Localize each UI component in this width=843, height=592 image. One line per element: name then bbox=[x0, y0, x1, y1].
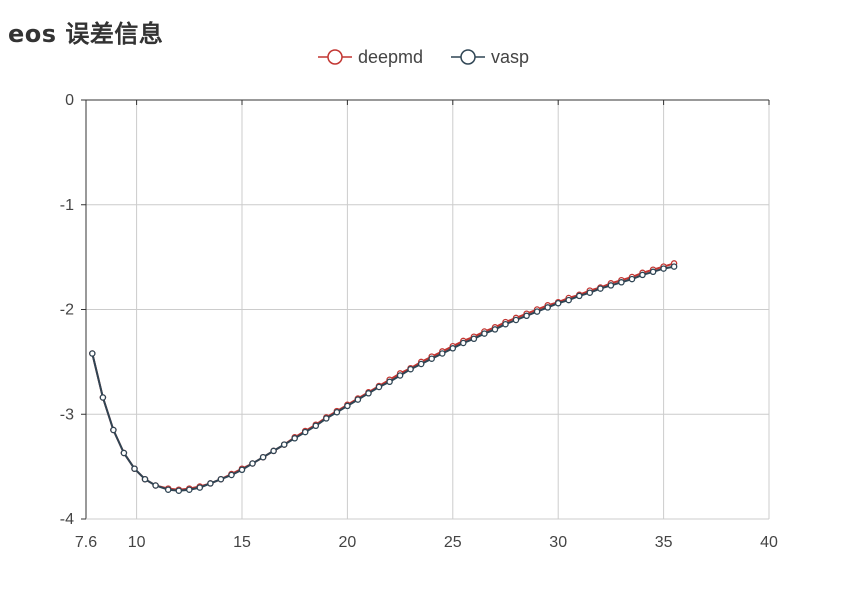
deepmd-legend-marker-icon bbox=[318, 49, 352, 65]
data-point bbox=[512, 316, 520, 324]
data-point bbox=[586, 289, 594, 296]
data-point bbox=[502, 320, 509, 328]
data-point bbox=[333, 408, 341, 416]
y-tick-label: -4 bbox=[60, 511, 74, 528]
data-point bbox=[439, 350, 446, 357]
legend: deepmd vasp bbox=[0, 44, 843, 70]
data-point bbox=[259, 453, 267, 461]
data-point bbox=[565, 296, 572, 304]
data-point bbox=[323, 415, 330, 422]
data-point bbox=[365, 390, 372, 397]
data-point bbox=[175, 487, 183, 494]
vasp-legend-marker-icon bbox=[451, 49, 485, 65]
data-point bbox=[449, 345, 457, 352]
data-point bbox=[280, 441, 288, 448]
data-point bbox=[660, 265, 667, 272]
data-point bbox=[544, 304, 551, 311]
data-point bbox=[249, 460, 256, 467]
x-tick-label: 15 bbox=[233, 534, 251, 551]
data-point bbox=[523, 312, 530, 320]
data-point bbox=[481, 330, 488, 337]
x-tick-label: 7.6 bbox=[75, 534, 97, 551]
data-point bbox=[228, 471, 235, 479]
data-point bbox=[407, 365, 414, 373]
data-point bbox=[291, 435, 298, 442]
data-point bbox=[217, 475, 225, 483]
y-tick-label: 0 bbox=[65, 92, 74, 109]
series-vasp bbox=[89, 263, 678, 494]
data-point bbox=[120, 449, 128, 457]
data-point bbox=[417, 360, 425, 368]
data-point bbox=[110, 426, 117, 434]
data-point bbox=[386, 378, 393, 386]
data-point bbox=[207, 480, 214, 487]
x-tick-label: 35 bbox=[655, 534, 673, 551]
data-point bbox=[344, 402, 351, 410]
x-tick-label: 20 bbox=[338, 534, 356, 551]
data-point bbox=[99, 394, 107, 401]
x-tick-label: 40 bbox=[760, 534, 778, 551]
x-tick-label: 30 bbox=[549, 534, 567, 551]
data-point bbox=[470, 335, 478, 343]
x-tick-label: 10 bbox=[128, 534, 146, 551]
data-point bbox=[141, 475, 149, 483]
data-point bbox=[491, 326, 499, 333]
data-point bbox=[354, 396, 362, 403]
data-point bbox=[533, 308, 541, 315]
data-point bbox=[597, 285, 604, 292]
legend-label-vasp: vasp bbox=[491, 46, 530, 67]
data-point bbox=[649, 268, 657, 276]
y-tick-label: -1 bbox=[60, 197, 74, 214]
data-point bbox=[396, 372, 404, 379]
data-point bbox=[639, 271, 646, 279]
y-tick-label: -3 bbox=[60, 406, 74, 423]
legend-label-deepmd: deepmd bbox=[358, 46, 424, 67]
data-point bbox=[164, 486, 172, 493]
data-point bbox=[576, 292, 583, 300]
series-line-deepmd bbox=[91, 262, 675, 491]
data-point bbox=[196, 484, 204, 491]
data-point bbox=[375, 383, 383, 391]
y-tick-label: -2 bbox=[60, 302, 74, 319]
series-line-vasp bbox=[91, 265, 675, 492]
data-point bbox=[554, 299, 562, 307]
legend-item-deepmd[interactable]: deepmd bbox=[318, 44, 423, 70]
data-point bbox=[618, 279, 625, 286]
data-point bbox=[428, 355, 435, 362]
data-point bbox=[301, 428, 309, 436]
data-point bbox=[152, 482, 159, 489]
data-point bbox=[238, 466, 246, 474]
x-tick-label: 25 bbox=[444, 534, 462, 551]
legend-item-vasp[interactable]: vasp bbox=[451, 44, 529, 70]
data-point bbox=[607, 282, 615, 289]
chart-title: eos 误差信息 bbox=[8, 20, 164, 48]
data-point bbox=[131, 465, 138, 472]
data-point bbox=[670, 263, 678, 270]
data-point bbox=[460, 339, 467, 347]
data-point bbox=[312, 422, 320, 430]
data-point bbox=[270, 447, 277, 455]
data-point bbox=[89, 350, 96, 357]
data-point bbox=[186, 486, 193, 493]
data-point bbox=[628, 275, 636, 283]
